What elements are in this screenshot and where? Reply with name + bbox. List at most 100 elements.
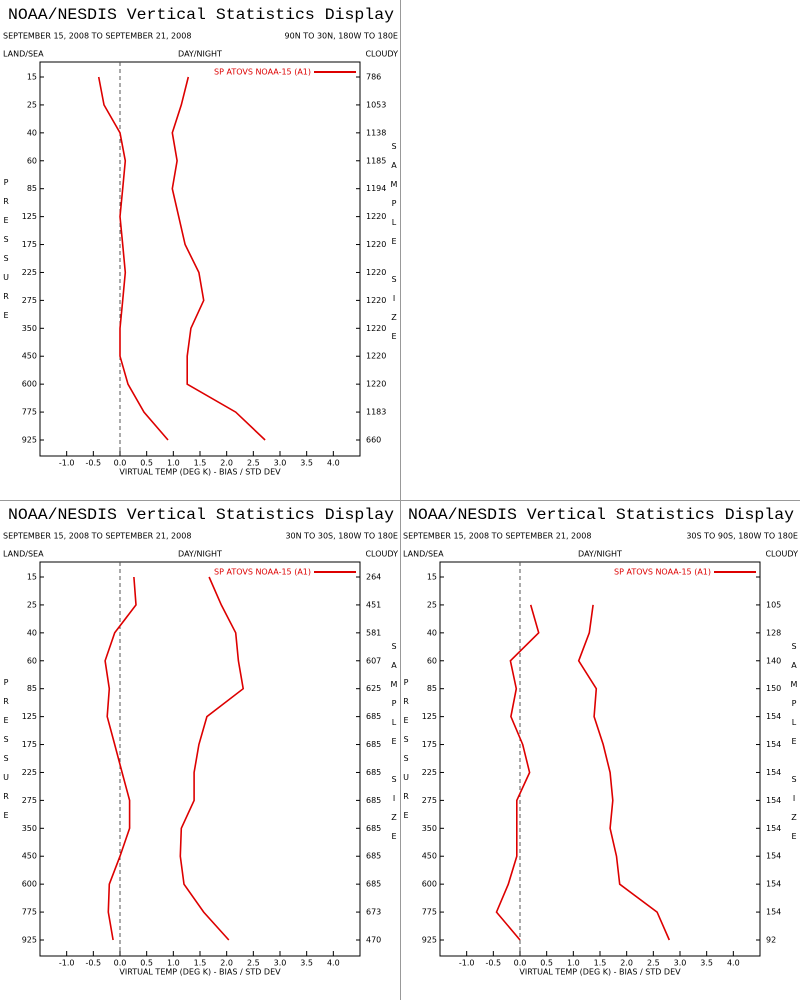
y-tick-label: 775 (422, 908, 437, 917)
x-tick-label: -0.5 (86, 459, 102, 468)
header: LAND/SEA (3, 50, 44, 59)
x-tick-label: 2.0 (620, 959, 633, 968)
legend-label: SP ATOVS NOAA-15 (A1) (214, 68, 311, 77)
x-tick-label: 1.0 (167, 959, 180, 968)
chart-title: NOAA/NESDIS Vertical Statistics Display (8, 6, 394, 24)
data-line (179, 576, 245, 941)
region: 30S TO 90S, 180W TO 180E (686, 532, 798, 541)
y-tick-label: 125 (22, 212, 37, 221)
sample-size: 685 (366, 768, 381, 777)
sample-size: 128 (766, 628, 781, 637)
sample-size: 1220 (366, 240, 386, 249)
panel: NOAA/NESDIS Vertical Statistics Display S… (402, 506, 799, 976)
header: DAY/NIGHT (578, 550, 622, 559)
y-tick-label: 15 (27, 73, 37, 82)
x-tick-label: 3.0 (674, 959, 687, 968)
y-tick-label: 60 (27, 156, 37, 165)
sample-size: 1220 (366, 352, 386, 361)
sample-size: 92 (766, 936, 776, 945)
sample-size: 154 (766, 796, 781, 805)
y-axis-label: PRESSURE (402, 678, 411, 830)
header: LAND/SEA (3, 550, 44, 559)
sample-size: 685 (366, 880, 381, 889)
sample-size: 1185 (366, 156, 386, 165)
y-tick-label: 775 (22, 908, 37, 917)
sample-size: 470 (366, 936, 381, 945)
y-tick-label: 350 (22, 824, 37, 833)
sample-size: 685 (366, 796, 381, 805)
x-tick-label: 1.0 (167, 459, 180, 468)
x-tick-label: 3.5 (700, 959, 713, 968)
sample-size: 451 (366, 600, 381, 609)
y-tick-label: 275 (422, 796, 437, 805)
x-tick-label: 0.5 (140, 959, 153, 968)
legend-label: SP ATOVS NOAA-15 (A1) (214, 568, 311, 577)
sample-size: 685 (366, 712, 381, 721)
x-tick-label: 0.5 (140, 459, 153, 468)
x-tick-label: -1.0 (459, 959, 475, 968)
x-tick-label: 1.5 (194, 959, 207, 968)
y-tick-label: 175 (22, 740, 37, 749)
y-tick-label: 600 (22, 380, 37, 389)
sample-size: 154 (766, 740, 781, 749)
sample-size: 581 (366, 628, 381, 637)
chart-title: NOAA/NESDIS Vertical Statistics Display (408, 506, 794, 524)
chart-title: NOAA/NESDIS Vertical Statistics Display (8, 506, 394, 524)
y-tick-label: 450 (422, 852, 437, 861)
sample-size: 264 (366, 573, 381, 582)
sample-size: 1220 (366, 296, 386, 305)
region: 90N TO 30N, 180W TO 180E (285, 32, 398, 41)
y-axis-label: PRESSURE (2, 678, 11, 830)
sample-size: 154 (766, 824, 781, 833)
sample-size: 1194 (366, 184, 386, 193)
legend-label: SP ATOVS NOAA-15 (A1) (614, 568, 711, 577)
y-tick-label: 15 (427, 573, 437, 582)
sample-size: 154 (766, 768, 781, 777)
y2-axis-label: SAMPLE SIZE (390, 642, 399, 851)
y-tick-label: 40 (27, 628, 37, 637)
y-tick-label: 175 (22, 240, 37, 249)
y-axis-label: PRESSURE (2, 178, 11, 330)
x-axis-label: VIRTUAL TEMP (DEG K) - BIAS / STD DEV (519, 968, 681, 977)
sample-size: 685 (366, 740, 381, 749)
data-line (171, 76, 266, 441)
y-tick-label: 25 (27, 100, 37, 109)
x-tick-label: 2.5 (647, 959, 660, 968)
x-axis-label: VIRTUAL TEMP (DEG K) - BIAS / STD DEV (119, 468, 281, 477)
header: LAND/SEA (403, 550, 444, 559)
y-tick-label: 600 (422, 880, 437, 889)
header: CLOUDY (765, 550, 798, 559)
sample-size: 685 (366, 852, 381, 861)
sample-size: 154 (766, 880, 781, 889)
sample-size: 1220 (366, 268, 386, 277)
subtitle: SEPTEMBER 15, 2008 TO SEPTEMBER 21, 2008 (3, 32, 191, 41)
sample-size: 1220 (366, 324, 386, 333)
y-tick-label: 775 (22, 408, 37, 417)
sample-size: 154 (766, 852, 781, 861)
x-tick-label: 4.0 (327, 959, 340, 968)
header: CLOUDY (365, 50, 398, 59)
sample-size: 786 (366, 73, 381, 82)
x-tick-label: 0.0 (514, 959, 527, 968)
y-tick-label: 275 (22, 796, 37, 805)
x-axis-label: VIRTUAL TEMP (DEG K) - BIAS / STD DEV (119, 968, 281, 977)
sample-size: 1138 (366, 128, 386, 137)
y-tick-label: 25 (427, 600, 437, 609)
x-tick-label: 2.0 (220, 959, 233, 968)
data-line (577, 604, 671, 941)
panel: NOAA/NESDIS Vertical Statistics Display S… (2, 6, 399, 476)
sample-size: 1183 (366, 408, 386, 417)
x-tick-label: 1.5 (194, 459, 207, 468)
x-tick-label: 2.5 (247, 459, 260, 468)
y2-axis-label: SAMPLE SIZE (790, 642, 799, 851)
sample-size: 154 (766, 712, 781, 721)
y-tick-label: 450 (22, 852, 37, 861)
x-tick-label: 0.5 (540, 959, 553, 968)
x-tick-label: 0.0 (114, 459, 127, 468)
y-tick-label: 450 (22, 352, 37, 361)
panel: NOAA/NESDIS Vertical Statistics Display S… (2, 506, 399, 976)
x-tick-label: 3.5 (300, 459, 313, 468)
sample-size: 154 (766, 908, 781, 917)
y-tick-label: 60 (427, 656, 437, 665)
